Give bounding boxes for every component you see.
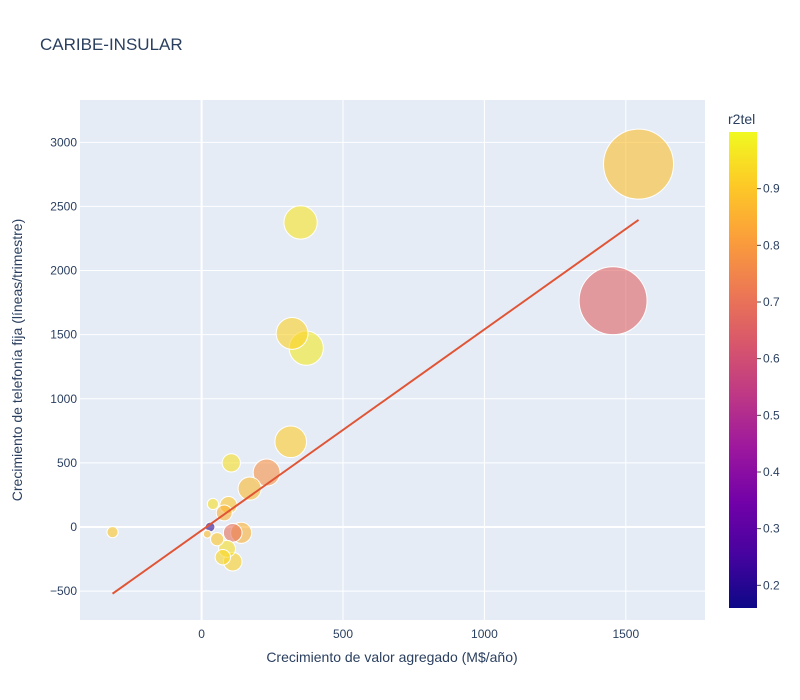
colorbar-tick-label: 0.6 [763, 352, 780, 366]
y-axis-ticks: −500 0 500 1000 1500 2000 2500 3000 [50, 135, 77, 598]
plot-background [80, 100, 705, 620]
colorbar-ticks: 0.2 0.3 0.4 0.5 0.6 0.7 0.8 0.9 [757, 182, 780, 592]
y-axis-title: Crecimiento de telefonía fija (líneas/tr… [9, 219, 25, 501]
data-point [221, 453, 241, 473]
data-point [274, 425, 307, 459]
y-tick-label: 1000 [50, 392, 77, 406]
colorbar-title: r2tel [728, 111, 755, 127]
x-tick-label: 0 [198, 627, 205, 641]
y-tick-label: 1500 [50, 328, 77, 342]
x-tick-label: 1000 [471, 627, 498, 641]
data-point [222, 522, 243, 543]
data-points [106, 128, 675, 572]
colorbar: r2tel 0.2 0.3 0.4 0.5 0.6 0.7 0.8 0.9 [728, 111, 780, 608]
x-axis-title: Crecimiento de valor agregado (M$/año) [266, 649, 517, 665]
colorbar-tick-label: 0.5 [763, 408, 780, 422]
data-point [578, 266, 648, 336]
data-point [275, 316, 309, 350]
data-point [206, 497, 220, 511]
y-tick-label: 0 [70, 520, 77, 534]
x-tick-label: 1500 [612, 627, 639, 641]
data-point [214, 548, 232, 566]
y-tick-label: 500 [57, 456, 77, 470]
colorbar-tick-label: 0.7 [763, 295, 780, 309]
data-point [210, 532, 225, 547]
y-tick-label: 2000 [50, 264, 77, 278]
x-axis-ticks: 0 500 1000 1500 [198, 627, 639, 641]
x-tick-label: 500 [333, 627, 353, 641]
y-tick-label: −500 [50, 584, 77, 598]
data-point [283, 205, 318, 240]
trendline-group [111, 219, 640, 595]
colorbar-tick-label: 0.8 [763, 238, 780, 252]
colorbar-tick-label: 0.2 [763, 578, 780, 592]
data-point [106, 526, 119, 539]
y-tick-label: 2500 [50, 199, 77, 213]
colorbar-gradient [729, 132, 757, 608]
colorbar-tick-label: 0.4 [763, 465, 780, 479]
colorbar-tick-label: 0.3 [763, 522, 780, 536]
data-point [603, 128, 675, 200]
chart-title: CARIBE-INSULAR [40, 35, 183, 54]
trendline [111, 219, 640, 595]
colorbar-tick-label: 0.9 [763, 182, 780, 196]
y-tick-label: 3000 [50, 135, 77, 149]
data-point [202, 529, 212, 539]
